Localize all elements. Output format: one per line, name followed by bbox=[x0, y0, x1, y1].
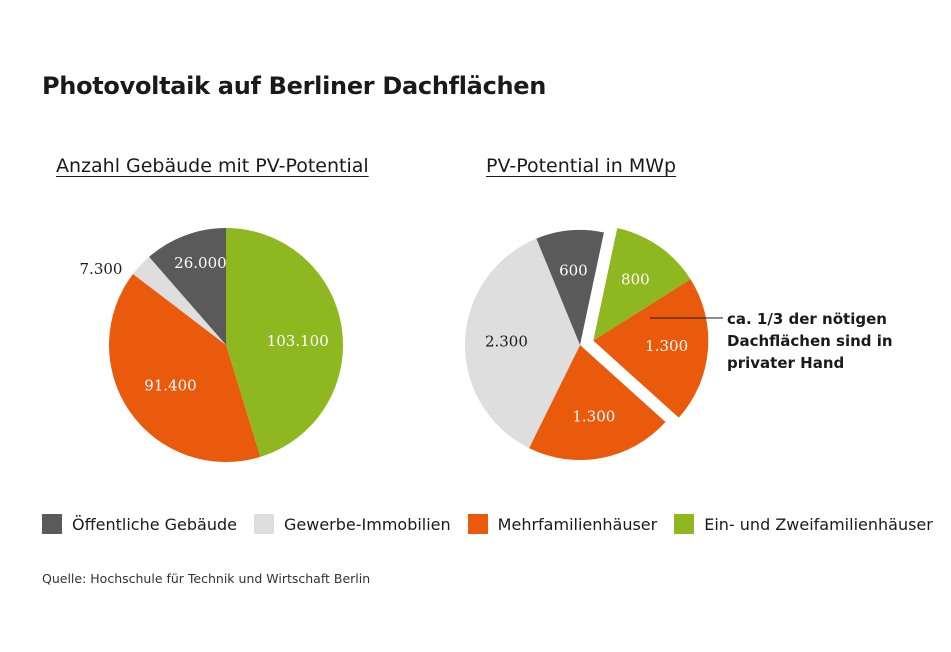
pie2-label-mehrfamilien-privat: 1.300 bbox=[645, 337, 688, 355]
pie2-slice-einzwei bbox=[593, 228, 691, 341]
legend: Öffentliche Gebäude Gewerbe-Immobilien M… bbox=[42, 514, 950, 534]
pie2-label-gewerbe: 2.300 bbox=[485, 332, 528, 350]
pie1-slice-oeffentlich bbox=[149, 228, 226, 345]
pie2-title: PV-Potential in MWp bbox=[486, 155, 677, 177]
pie1-title: Anzahl Gebäude mit PV-Potential bbox=[56, 155, 369, 177]
legend-swatch-mehrfamilien bbox=[467, 514, 488, 534]
pie2: 800 1.300 1.300 2.300 600 bbox=[464, 228, 709, 461]
pie2-slice-mehrfamilien bbox=[529, 345, 666, 461]
annotation: ca. 1/3 der nötigen Dachflächen sind in … bbox=[727, 308, 927, 374]
pie1: 103.100 91.400 26.000 7.300 bbox=[80, 228, 344, 463]
annotation-line-1: ca. 1/3 der nötigen bbox=[727, 310, 887, 328]
legend-label-mehrfamilien: Mehrfamilienhäuser bbox=[497, 514, 658, 534]
pie1-slice-mehrfamilien bbox=[108, 273, 261, 463]
legend-item-einzwei: Ein- und Zweifamilienhäuser bbox=[674, 514, 933, 534]
pie1-label-einzwei: 103.100 bbox=[267, 332, 329, 350]
legend-item-gewerbe: Gewerbe-Immobilien bbox=[253, 514, 451, 534]
chart-title: Photovoltaik auf Berliner Dachflächen bbox=[42, 72, 547, 100]
legend-swatch-einzwei bbox=[674, 514, 695, 534]
pie1-label-oeffentlich: 26.000 bbox=[174, 254, 227, 272]
pie2-slice-mehrfamilien-privat bbox=[593, 279, 709, 418]
pie2-label-oeffentlich: 600 bbox=[559, 262, 588, 280]
legend-item-mehrfamilien: Mehrfamilienhäuser bbox=[467, 514, 658, 534]
legend-label-einzwei: Ein- und Zweifamilienhäuser bbox=[704, 514, 933, 534]
pie2-slice-gewerbe bbox=[464, 238, 580, 449]
pie1-slice-einzwei bbox=[226, 228, 344, 457]
annotation-line-2: Dachflächen sind in bbox=[727, 332, 893, 350]
pie1-label-gewerbe: 7.300 bbox=[80, 260, 123, 278]
legend-label-gewerbe: Gewerbe-Immobilien bbox=[283, 514, 451, 534]
pie2-label-mehrfamilien: 1.300 bbox=[572, 407, 615, 425]
pie2-label-einzwei: 800 bbox=[621, 270, 650, 288]
pie1-slice-gewerbe bbox=[133, 256, 226, 345]
pie1-label-mehrfamilien: 91.400 bbox=[144, 376, 197, 394]
source-note: Quelle: Hochschule für Technik und Wirts… bbox=[42, 571, 371, 586]
legend-item-oeffentlich: Öffentliche Gebäude bbox=[42, 514, 237, 534]
annotation-line-3: privater Hand bbox=[727, 354, 845, 372]
legend-label-oeffentlich: Öffentliche Gebäude bbox=[72, 514, 237, 534]
legend-swatch-gewerbe bbox=[253, 514, 274, 534]
pie2-slice-oeffentlich bbox=[536, 230, 604, 345]
legend-swatch-oeffentlich bbox=[42, 514, 62, 534]
